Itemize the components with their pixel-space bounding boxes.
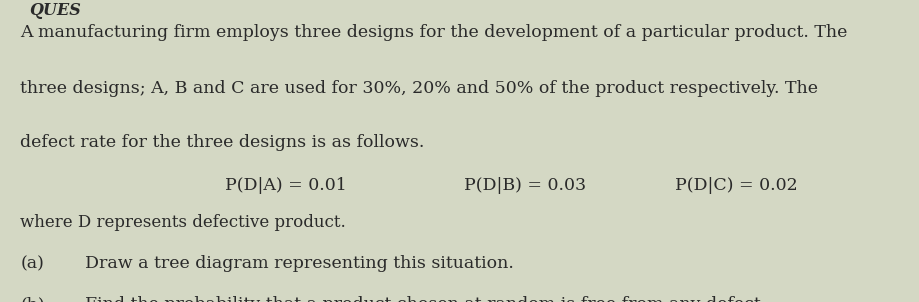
Text: three designs; A, B and C are used for 30%, 20% and 50% of the product respectiv: three designs; A, B and C are used for 3… (20, 80, 818, 97)
Text: (b): (b) (20, 296, 45, 302)
Text: Draw a tree diagram representing this situation.: Draw a tree diagram representing this si… (85, 255, 514, 272)
Text: P(D|A) = 0.01: P(D|A) = 0.01 (225, 177, 346, 194)
Text: (a): (a) (20, 255, 44, 272)
Text: P(D|B) = 0.03: P(D|B) = 0.03 (464, 177, 586, 194)
Text: QUES: QUES (29, 2, 81, 18)
Text: defect rate for the three designs is as follows.: defect rate for the three designs is as … (20, 134, 425, 151)
Text: Find the probability that a product chosen at random is free from any defect.: Find the probability that a product chos… (85, 296, 766, 302)
Text: P(D|C) = 0.02: P(D|C) = 0.02 (675, 177, 799, 194)
Text: A manufacturing firm employs three designs for the development of a particular p: A manufacturing firm employs three desig… (20, 24, 847, 41)
Text: where D represents defective product.: where D represents defective product. (20, 214, 346, 231)
